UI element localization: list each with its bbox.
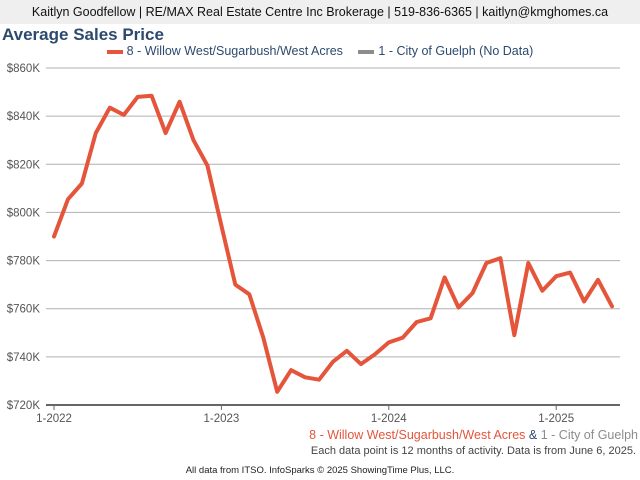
legend-swatch bbox=[358, 49, 375, 54]
footer-note: Each data point is 12 months of activity… bbox=[310, 445, 636, 457]
y-tick-label: $740K bbox=[7, 352, 41, 364]
footer-amp: & bbox=[528, 428, 538, 442]
legend-item-series1[interactable]: 8 - Willow West/Sugarbush/West Acres bbox=[106, 44, 343, 58]
footer-series1: 8 - Willow West/Sugarbush/West Acres bbox=[309, 428, 526, 442]
y-tick-label: $760K bbox=[7, 304, 41, 316]
y-tick-label: $840K bbox=[7, 111, 41, 123]
legend-label: 8 - Willow West/Sugarbush/West Acres bbox=[126, 44, 343, 58]
footer-series: 8 - Willow West/Sugarbush/West Acres & 1… bbox=[309, 428, 638, 442]
legend-label: 1 - City of Guelph (No Data) bbox=[378, 44, 534, 58]
x-tick-label: 1-2023 bbox=[203, 413, 239, 425]
y-tick-label: $720K bbox=[7, 400, 41, 412]
y-tick-label: $780K bbox=[7, 256, 41, 268]
x-tick-label: 1-2022 bbox=[36, 413, 72, 425]
legend: 8 - Willow West/Sugarbush/West Acres 1 -… bbox=[0, 44, 640, 58]
footer-series2: 1 - City of Guelph bbox=[540, 428, 638, 442]
y-tick-label: $800K bbox=[7, 207, 41, 219]
contact-bar: Kaitlyn Goodfellow | RE/MAX Real Estate … bbox=[0, 0, 640, 24]
footer-credit: All data from ITSO. InfoSparks © 2025 Sh… bbox=[185, 465, 455, 476]
legend-item-series2[interactable]: 1 - City of Guelph (No Data) bbox=[358, 44, 533, 58]
series-line bbox=[52, 93, 614, 394]
y-tick-label: $860K bbox=[7, 63, 41, 75]
chart-title: Average Sales Price bbox=[2, 25, 164, 44]
legend-swatch bbox=[106, 49, 123, 54]
x-tick-label: 1-2025 bbox=[538, 413, 574, 425]
x-tick-label: 1-2024 bbox=[371, 413, 407, 425]
y-tick-label: $820K bbox=[7, 159, 41, 171]
